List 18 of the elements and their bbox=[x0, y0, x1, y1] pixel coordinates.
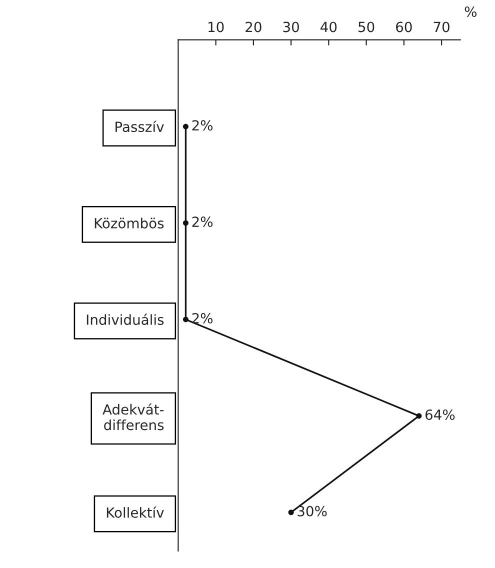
x-tick-label: 60 bbox=[396, 22, 412, 32]
data-label: 30% bbox=[298, 506, 327, 516]
x-axis-title: % bbox=[464, 6, 477, 17]
x-tick-label: 10 bbox=[208, 22, 224, 32]
x-tick-label: 50 bbox=[358, 22, 374, 32]
data-label: 2% bbox=[192, 313, 213, 324]
y-tick-label: Passzív bbox=[116, 120, 164, 132]
y-tick-label: Adekvát- differens bbox=[102, 403, 164, 430]
y-tick-label: Közömbös bbox=[94, 218, 164, 228]
x-tick-label: 30 bbox=[283, 22, 299, 32]
y-tick-label: Kollektív bbox=[106, 506, 164, 518]
x-tick-label: 70 bbox=[434, 22, 450, 32]
y-tick-label: Individuális bbox=[86, 314, 164, 325]
x-tick-label: 40 bbox=[320, 22, 337, 32]
data-label: 2% bbox=[192, 216, 213, 228]
x-tick-label: 20 bbox=[246, 22, 262, 32]
data-label: 2% bbox=[192, 120, 213, 131]
data-label: 64% bbox=[425, 409, 455, 420]
